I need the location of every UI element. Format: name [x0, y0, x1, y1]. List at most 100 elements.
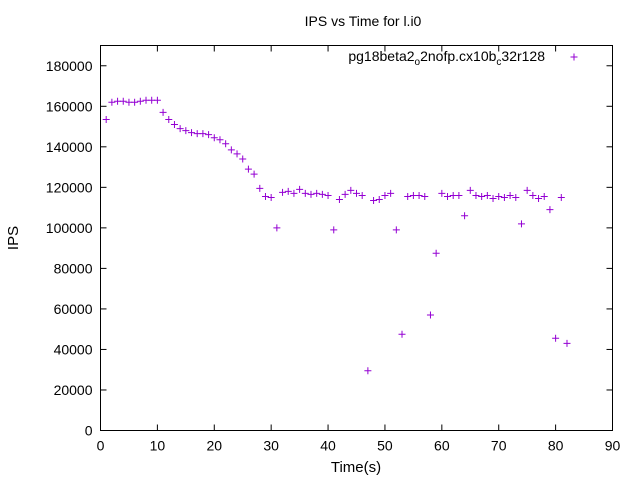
data-point	[313, 189, 321, 197]
data-point	[375, 196, 383, 203]
data-point	[466, 186, 474, 194]
x-tick-label: 70	[491, 438, 507, 454]
x-tick-label: 40	[320, 438, 336, 454]
data-point	[432, 249, 440, 257]
data-point	[535, 194, 543, 202]
data-point	[170, 121, 178, 129]
y-tick-label: 80000	[54, 260, 93, 276]
data-point	[222, 140, 230, 148]
data-point	[250, 170, 258, 178]
x-axis: 0 10 20 30 40 50 60 70 80 90	[97, 45, 621, 454]
data-point	[335, 196, 343, 203]
series-points	[102, 96, 571, 375]
data-point	[188, 129, 196, 137]
legend-marker	[570, 53, 578, 61]
y-axis: 0 20000 40000 60000 80000 100000 120000 140000 1…	[46, 58, 613, 439]
data-point	[261, 192, 269, 200]
legend-marker-glyph	[570, 53, 578, 61]
data-point	[455, 191, 463, 199]
data-point	[199, 130, 207, 138]
data-point	[301, 189, 309, 197]
data-point	[444, 192, 452, 200]
y-tick-label: 20000	[54, 382, 93, 398]
data-point	[296, 185, 304, 193]
x-tick-label: 80	[548, 438, 564, 454]
data-point	[153, 96, 161, 104]
data-point	[529, 191, 537, 199]
data-point	[512, 193, 520, 201]
y-tick-label: 160000	[46, 98, 93, 114]
data-point	[108, 98, 116, 106]
data-point	[159, 108, 167, 116]
plot-frame	[100, 45, 613, 431]
legend-label: pg18beta2o2nofp.cx10bc32r128	[348, 48, 545, 68]
data-point	[273, 224, 281, 232]
y-tick-label: 120000	[46, 179, 93, 195]
data-point	[426, 311, 434, 319]
x-tick-label: 30	[263, 438, 279, 454]
data-point	[131, 98, 139, 106]
data-point	[267, 193, 275, 201]
x-tick-label: 10	[150, 438, 166, 454]
data-point	[341, 190, 349, 198]
data-point	[552, 334, 560, 342]
y-tick-label: 0	[85, 423, 93, 439]
data-point	[398, 330, 406, 338]
data-point	[119, 97, 127, 105]
data-point	[392, 226, 400, 234]
x-tick-label: 20	[206, 438, 222, 454]
y-tick-label: 180000	[46, 58, 93, 74]
data-point	[205, 131, 213, 139]
data-point	[102, 115, 110, 123]
data-point	[216, 136, 224, 144]
data-point	[136, 97, 144, 105]
data-point	[347, 186, 355, 194]
data-point	[404, 192, 412, 200]
data-point	[239, 155, 247, 163]
data-point	[279, 188, 287, 196]
data-point	[523, 186, 531, 194]
data-point	[182, 127, 190, 135]
data-point	[364, 367, 372, 375]
data-point	[244, 165, 252, 173]
y-tick-label: 140000	[46, 139, 93, 155]
data-point	[387, 189, 395, 197]
data-point	[330, 226, 338, 234]
y-tick-label: 100000	[46, 220, 93, 236]
data-point	[421, 192, 429, 200]
data-point	[506, 191, 514, 199]
data-point	[540, 192, 548, 200]
data-point	[483, 191, 491, 199]
data-point	[210, 134, 218, 142]
data-point	[353, 189, 360, 197]
data-point	[500, 193, 508, 201]
data-point	[381, 191, 389, 199]
legend: pg18beta2o2nofp.cx10bc32r128	[348, 48, 578, 68]
x-tick-label: 90	[605, 438, 621, 454]
data-point	[256, 184, 264, 192]
data-point	[358, 191, 366, 199]
data-point	[495, 192, 503, 200]
data-point	[233, 150, 241, 158]
data-point	[324, 191, 332, 199]
data-point	[438, 189, 446, 197]
data-point	[546, 206, 554, 214]
data-point	[227, 146, 235, 154]
data-point	[517, 220, 525, 228]
y-axis-label: IPS	[5, 226, 22, 250]
data-point	[557, 193, 565, 201]
y-tick-label: 60000	[54, 301, 93, 317]
x-axis-label: Time(s)	[331, 459, 381, 476]
data-point	[290, 189, 298, 197]
chart-title: IPS vs Time for l.i0	[305, 13, 422, 29]
data-point	[370, 197, 378, 205]
x-tick-label: 50	[377, 438, 393, 454]
x-tick-label: 0	[97, 438, 105, 454]
data-point	[472, 191, 480, 199]
data-point	[165, 115, 173, 123]
data-point	[415, 191, 423, 199]
data-point	[461, 212, 469, 220]
y-tick-label: 40000	[54, 341, 93, 357]
data-point	[318, 190, 326, 198]
